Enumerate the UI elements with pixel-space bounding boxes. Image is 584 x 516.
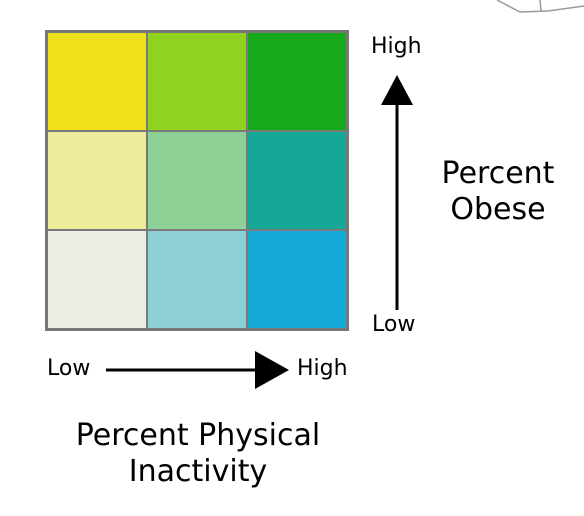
- legend-cell: [147, 230, 247, 329]
- x-axis-title: Percent Physical Inactivity: [56, 418, 340, 490]
- legend-cell: [247, 131, 347, 230]
- legend-cell: [47, 230, 147, 329]
- y-axis-low-label: Low: [372, 312, 416, 337]
- x-axis-high-label: High: [297, 356, 348, 381]
- legend-cell: [247, 32, 347, 131]
- x-axis-title-line1: Percent Physical: [75, 418, 321, 453]
- y-axis-title: Percent Obese: [436, 156, 560, 228]
- x-axis-low-label: Low: [47, 356, 91, 381]
- y-axis-title-line2: Obese: [450, 192, 546, 227]
- legend-cell: [247, 230, 347, 329]
- legend-cell: [47, 131, 147, 230]
- y-axis-arrow-head: [381, 75, 413, 105]
- legend-cell: [147, 32, 247, 131]
- bivariate-color-grid: [45, 30, 349, 331]
- x-axis-title-line2: Inactivity: [128, 454, 268, 489]
- legend-cell: [47, 32, 147, 131]
- legend-cell: [147, 131, 247, 230]
- y-axis-high-label: High: [371, 34, 422, 59]
- y-axis-title-line1: Percent: [441, 156, 555, 191]
- x-axis-arrow-head: [255, 351, 289, 389]
